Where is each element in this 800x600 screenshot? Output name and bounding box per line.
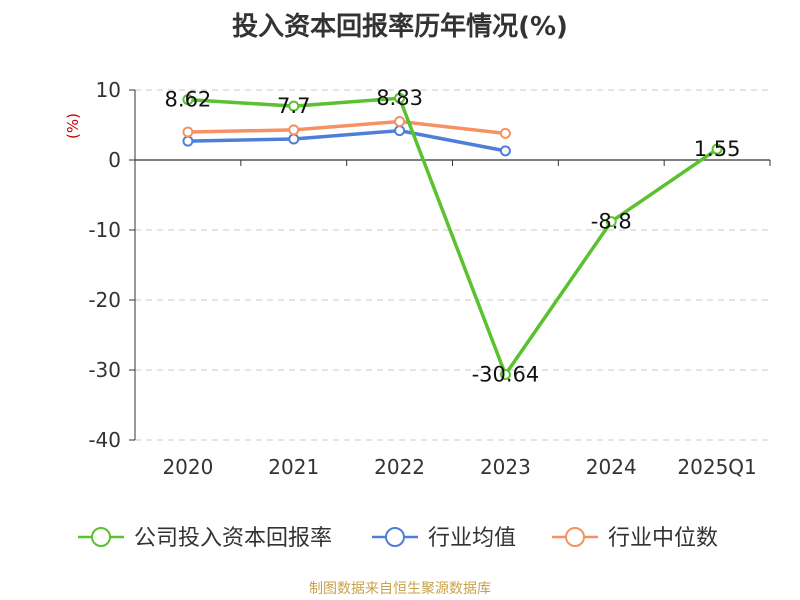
- data-label: 7.7: [277, 94, 310, 118]
- legend-label: 公司投入资本回报率: [134, 526, 332, 551]
- y-tick-label: -30: [88, 358, 121, 382]
- data-source-note: 制图数据来自恒生聚源数据库: [309, 581, 491, 597]
- data-point: [394, 125, 406, 137]
- data-label: -8.8: [591, 210, 632, 234]
- data-point: [288, 124, 300, 136]
- data-point: [288, 133, 300, 145]
- series-line: [187, 119, 506, 136]
- x-category-label: 2021: [268, 455, 319, 479]
- x-category-label: 2025Q1: [677, 455, 756, 479]
- data-point: [182, 94, 194, 106]
- data-point: [711, 143, 723, 155]
- series-line: [187, 128, 506, 153]
- y-tick-label: 10: [96, 78, 121, 102]
- data-label: 8.62: [165, 88, 212, 112]
- series-line: [187, 96, 719, 377]
- legend-swatch-marker: [565, 527, 585, 547]
- x-category-label: 2020: [162, 455, 213, 479]
- data-label: 8.83: [376, 86, 423, 110]
- data-label: 1.55: [694, 137, 741, 161]
- data-point: [499, 368, 511, 380]
- y-tick-label: -40: [88, 428, 121, 452]
- data-point: [394, 116, 406, 127]
- x-category-label: 2022: [374, 455, 425, 479]
- data-point: [499, 145, 511, 157]
- data-point: [182, 135, 194, 147]
- legend-label: 行业均值: [428, 526, 516, 551]
- y-tick-label: -20: [88, 288, 121, 312]
- y-tick-label: 0: [108, 148, 121, 172]
- x-category-label: 2024: [586, 455, 637, 479]
- data-label: -30.64: [472, 362, 540, 386]
- data-point: [182, 126, 194, 138]
- legend-label: 行业中位数: [608, 526, 718, 551]
- data-point: [288, 100, 300, 112]
- legend-swatch-marker: [91, 527, 111, 547]
- y-axis-unit-label: (%): [64, 113, 82, 139]
- x-category-label: 2023: [480, 455, 531, 479]
- legend-swatch-marker: [385, 527, 405, 547]
- y-tick-label: -10: [88, 218, 121, 242]
- data-point: [394, 92, 406, 104]
- chart-title: 投入资本回报率历年情况(%): [232, 12, 568, 42]
- data-point: [605, 216, 617, 228]
- data-point: [499, 127, 511, 139]
